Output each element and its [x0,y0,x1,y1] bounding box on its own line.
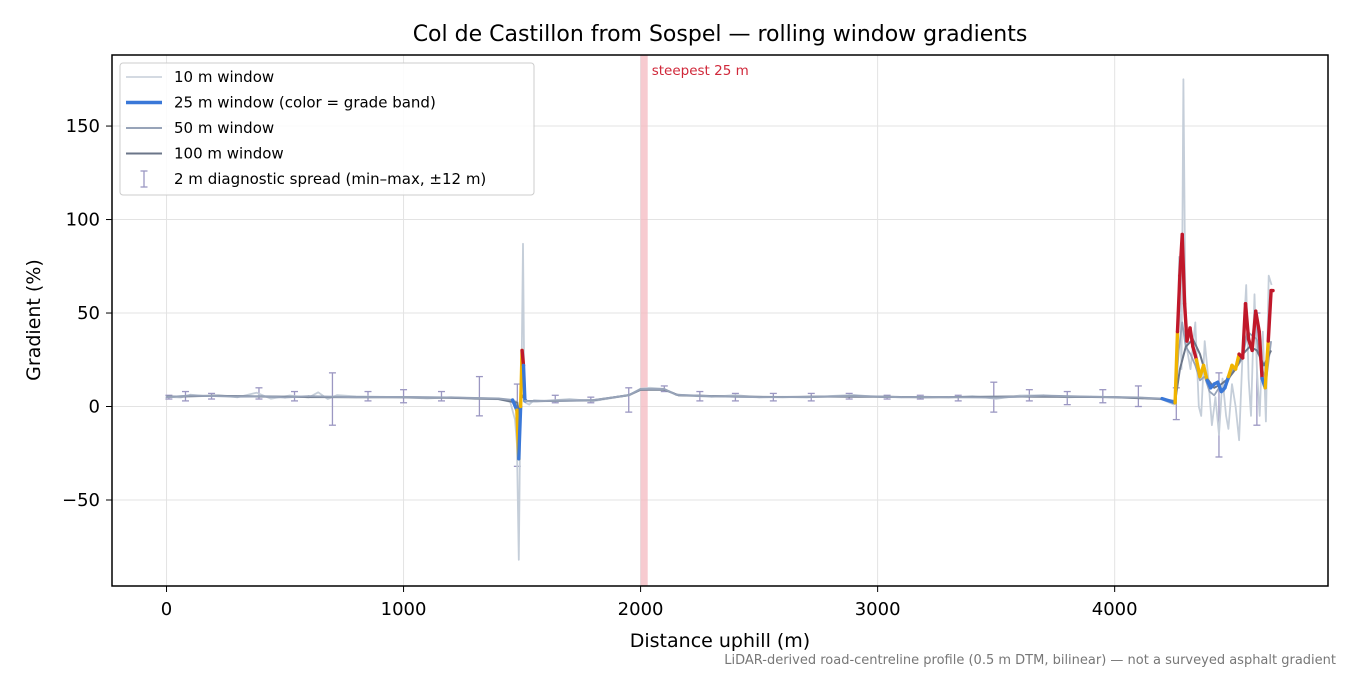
series-25m-segment [1223,374,1231,390]
legend-box [119,62,535,196]
series-25m-segment [1263,339,1270,390]
series-25m-segment [663,388,678,396]
series-25m-segment [510,398,519,412]
series-25m-segment [1173,330,1180,405]
error-bars [165,312,1261,467]
footnote: LiDAR-derived road-centreline profile (0… [724,653,1336,668]
series-25m-segment [1266,288,1273,343]
series-25m-segment [544,399,595,402]
series-25m-segment [517,404,523,461]
series-25m-segment [995,394,1045,399]
series-25m-segment [1226,363,1234,379]
x-tick-label: 0 [161,599,172,620]
series-25m-segment [165,394,192,399]
series-25m-segment [1243,301,1251,341]
legend: 10 m window 25 m window (color = grade ba… [119,62,535,196]
series-25m-segment [710,395,761,399]
series-25m-segment [1257,330,1264,381]
series-25m-segment [521,363,527,403]
series-25m-segment [1201,363,1209,383]
x-tick-label: 2000 [618,599,664,620]
series-25m-segment [284,395,310,399]
series-25m-segment [592,394,630,402]
series-25m-segment [805,394,855,398]
legend-label: 25 m window (color = grade band) [174,94,436,112]
x-tick-label: 4000 [1092,599,1138,620]
series-25m-segment [1188,326,1195,349]
axis-ticks: 0 1000 2000 3000 4000 −50 0 50 100 150 [62,116,1138,620]
series-25m-segment [1042,394,1092,398]
series-layer [165,78,1275,561]
legend-label: 50 m window [174,119,274,137]
series-25m-segment [260,395,287,399]
y-axis-label: Gradient (%) [23,259,45,381]
series-25m-segment [1233,352,1241,371]
series-25m-segment [1089,395,1140,399]
y-tick-label: −50 [62,490,100,511]
series-25m-segment [675,393,713,398]
series-25m-segment [1254,309,1261,334]
series-25m-segment [1191,344,1199,362]
series-25m-segment [212,395,239,398]
series-25m-segment [497,397,514,401]
series-25m-segment [1182,301,1189,343]
x-tick-label: 3000 [855,599,901,620]
series-25m-segment [1160,396,1177,405]
y-tick-label: 100 [66,210,100,231]
series-25m-segment [449,396,500,400]
series-25m-segment [1180,232,1187,306]
legend-label: 2 m diagnostic spread (min–max, ±12 m) [174,170,486,188]
steepest-highlight: steepest 25 m [640,55,749,586]
x-tick-label: 1000 [381,599,427,620]
y-tick-label: 150 [66,116,100,137]
series-25m-segment [307,395,334,398]
series-25m-segment [852,394,903,399]
series-25m-segment [627,388,642,397]
series-25m-segment [520,348,526,368]
series-25m-segment [402,395,452,399]
y-tick-label: 0 [89,397,100,418]
y-tick-label: 50 [77,303,100,324]
steepest-label: steepest 25 m [652,63,749,79]
legend-label: 100 m window [174,145,284,163]
legend-label: 10 m window [174,68,274,86]
series-25m-segment [1175,273,1182,334]
series-25m-segment [1137,396,1164,400]
steepest-band [640,55,648,586]
plot-frame [111,54,1329,587]
x-axis-label: Distance uphill (m) [630,630,810,652]
chart-title: Col de Castillon from Sospel — rolling w… [413,22,1028,47]
